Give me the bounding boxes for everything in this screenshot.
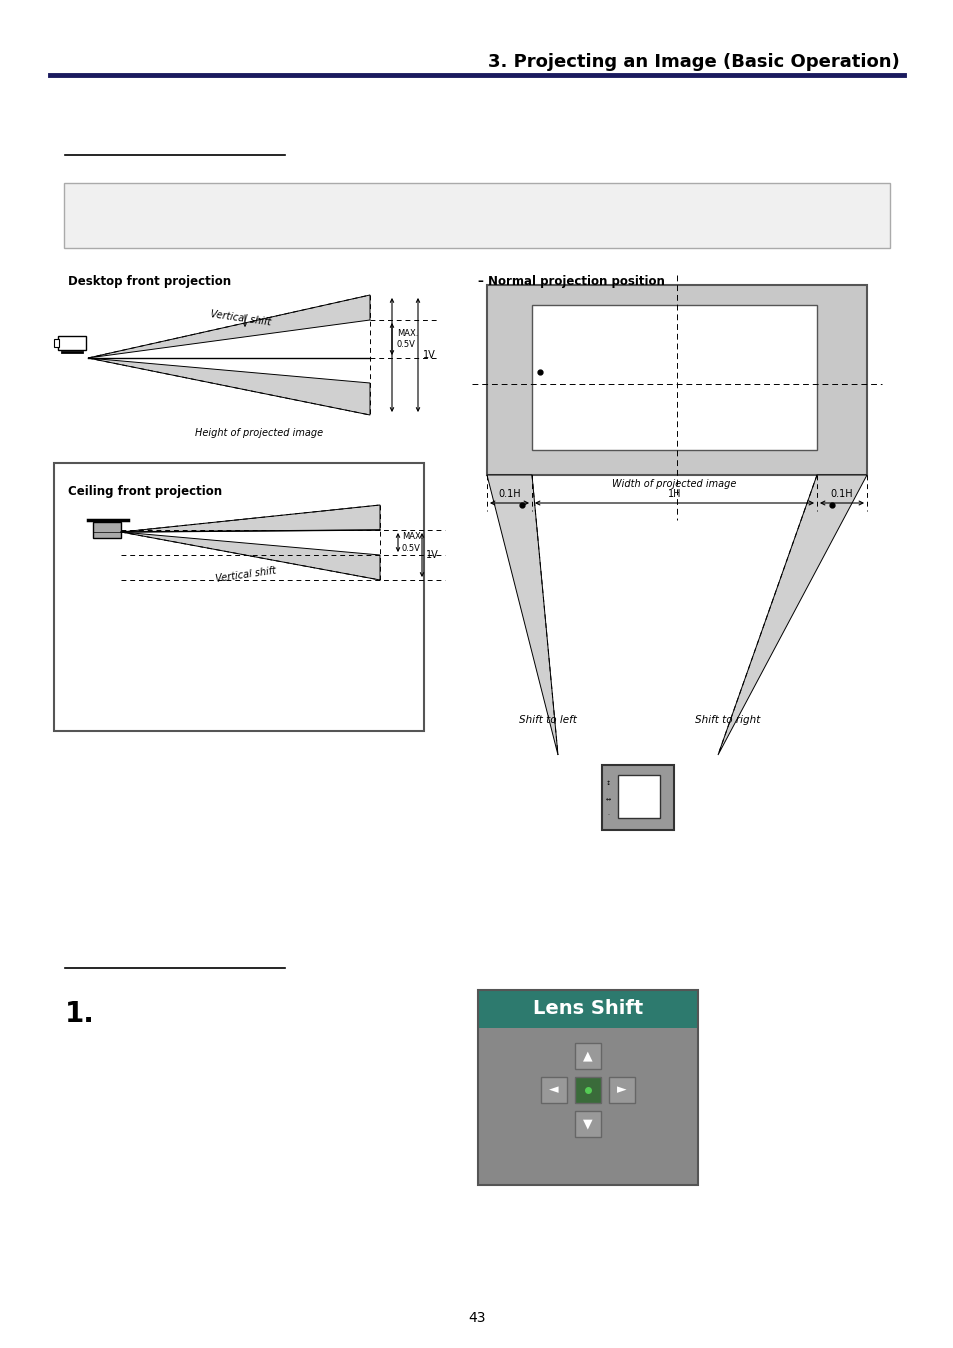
- Polygon shape: [486, 474, 558, 755]
- Text: 1V: 1V: [422, 350, 436, 360]
- Text: Desktop front projection: Desktop front projection: [68, 275, 231, 288]
- Text: Shift to right: Shift to right: [695, 714, 760, 725]
- Text: Vertical shift: Vertical shift: [214, 566, 276, 584]
- Bar: [575, 1111, 600, 1136]
- Text: 1V: 1V: [426, 550, 438, 559]
- Bar: [540, 1077, 566, 1103]
- Bar: [601, 766, 673, 830]
- Polygon shape: [88, 295, 370, 359]
- Text: 0.1H: 0.1H: [830, 489, 852, 499]
- Bar: [532, 305, 816, 450]
- Text: 1.: 1.: [65, 1000, 94, 1029]
- Text: ►: ►: [617, 1084, 626, 1096]
- Bar: [54, 338, 59, 346]
- Text: ↔: ↔: [605, 797, 610, 802]
- Text: Ceiling front projection: Ceiling front projection: [68, 485, 222, 497]
- Polygon shape: [718, 474, 866, 755]
- Bar: [58, 336, 86, 350]
- Text: Shift to left: Shift to left: [518, 714, 577, 725]
- Text: Height of projected image: Height of projected image: [194, 429, 323, 438]
- Bar: [477, 1029, 698, 1185]
- Polygon shape: [121, 532, 379, 580]
- Bar: [477, 989, 698, 1029]
- Text: ▼: ▼: [582, 1117, 592, 1131]
- Bar: [575, 1043, 600, 1069]
- Bar: [92, 522, 121, 538]
- Bar: [64, 183, 889, 248]
- Polygon shape: [88, 359, 370, 415]
- Polygon shape: [121, 506, 379, 532]
- Bar: [54, 462, 423, 731]
- Text: Vertical shift: Vertical shift: [210, 309, 272, 328]
- Text: 0.1H: 0.1H: [497, 489, 520, 499]
- Bar: [486, 284, 866, 474]
- Text: Width of projected image: Width of projected image: [612, 479, 736, 489]
- Bar: [575, 1077, 600, 1103]
- Text: ·: ·: [606, 813, 608, 817]
- Text: Lens Shift: Lens Shift: [533, 999, 642, 1019]
- Text: 43: 43: [468, 1312, 485, 1325]
- Text: MAX.
0.5V: MAX. 0.5V: [401, 532, 423, 553]
- Text: ↕: ↕: [605, 780, 610, 786]
- Bar: [477, 989, 698, 1185]
- Text: 1H: 1H: [667, 489, 680, 499]
- Text: ◄: ◄: [549, 1084, 558, 1096]
- Bar: [618, 775, 659, 818]
- Text: MAX.
0.5V: MAX. 0.5V: [396, 329, 418, 349]
- Text: ▲: ▲: [582, 1050, 592, 1062]
- Text: – Normal projection position: – Normal projection position: [477, 275, 664, 288]
- Bar: [608, 1077, 635, 1103]
- Text: 3. Projecting an Image (Basic Operation): 3. Projecting an Image (Basic Operation): [488, 53, 899, 71]
